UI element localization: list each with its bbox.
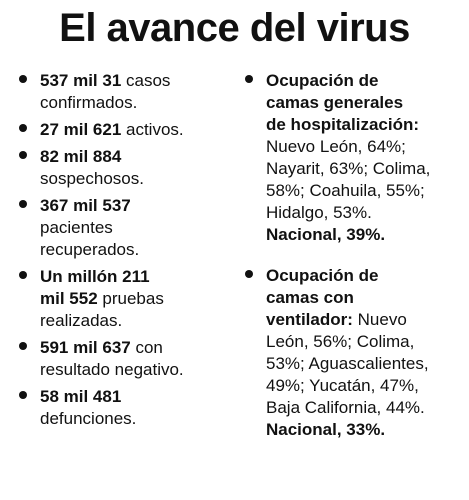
item-line: León, 56%; Colima,	[266, 331, 466, 353]
item-line: ventilador: Nuevo	[266, 309, 466, 331]
item-line: mil 552 pruebas	[40, 288, 236, 310]
item-line: 82 mil 884	[40, 146, 236, 168]
item-line: resultado negativo.	[40, 359, 236, 381]
item-figure: camas generales	[266, 93, 404, 112]
item-line: camas con	[266, 287, 466, 309]
item-text: 49%; Yucatán, 47%,	[266, 376, 419, 395]
bullet-item: 27 mil 621 activos.	[14, 119, 236, 141]
item-text: activos.	[121, 120, 184, 139]
item-line: de hospitalización:	[266, 114, 466, 136]
item-line: Nacional, 39%.	[266, 224, 466, 246]
bullet-item: 58 mil 481 defunciones.	[14, 386, 236, 430]
item-text: León, 56%; Colima,	[266, 332, 415, 351]
item-text: sospechosos.	[40, 169, 144, 188]
item-text: pruebas	[97, 289, 164, 308]
item-line: 367 mil 537	[40, 195, 236, 217]
item-text: casos	[121, 71, 171, 90]
bullet-item: Un millón 211 mil 552 pruebas realizadas.	[14, 266, 236, 332]
item-line: Baja California, 44%.	[266, 397, 466, 419]
item-line: Nayarit, 63%; Colima,	[266, 158, 466, 180]
item-figure: ventilador:	[266, 310, 353, 329]
item-line: 537 mil 31 casos	[40, 70, 236, 92]
item-line: 58%; Coahuila, 55%;	[266, 180, 466, 202]
right-column: Ocupación de camas generales de hospitaliz…	[240, 70, 466, 446]
item-line: defunciones.	[40, 408, 236, 430]
item-figure: 591 mil 637	[40, 338, 131, 357]
item-text: Nuevo León, 64%;	[266, 137, 406, 156]
item-line: confirmados.	[40, 92, 236, 114]
bullet-dot-icon	[19, 151, 27, 159]
item-text: 53%; Aguascalientes,	[266, 354, 429, 373]
bullet-dot-icon	[19, 271, 27, 279]
section-gap	[240, 251, 466, 265]
item-text: Hidalgo, 53%.	[266, 203, 372, 222]
item-figure: Un millón 211	[40, 267, 150, 286]
bullet-item: Ocupación de camas generales de hospitaliz…	[240, 70, 466, 246]
item-text: recuperados.	[40, 240, 140, 259]
item-figure: 367 mil 537	[40, 196, 131, 215]
bullet-item: 82 mil 884 sospechosos.	[14, 146, 236, 190]
bullet-dot-icon	[19, 391, 27, 399]
item-text: con	[130, 338, 163, 357]
item-line: Nacional, 33%.	[266, 419, 466, 441]
item-text: Nuevo	[352, 310, 407, 329]
item-text: Baja California, 44%.	[266, 398, 425, 417]
item-line: Un millón 211	[40, 266, 236, 288]
item-figure: Ocupación de	[266, 71, 379, 90]
item-line: Nuevo León, 64%;	[266, 136, 466, 158]
bullet-dot-icon	[19, 75, 27, 83]
item-figure: Nacional, 39%.	[266, 225, 386, 244]
item-text: Nayarit, 63%; Colima,	[266, 159, 431, 178]
left-column: 537 mil 31 casos confirmados. 27 mil 621 a…	[14, 70, 236, 435]
item-line: camas generales	[266, 92, 466, 114]
item-line: Hidalgo, 53%.	[266, 202, 466, 224]
item-figure: Nacional, 33%.	[266, 420, 386, 439]
bullet-dot-icon	[19, 200, 27, 208]
item-figure: 82 mil 884	[40, 147, 122, 166]
item-figure: camas con	[266, 288, 354, 307]
item-line: pacientes	[40, 217, 236, 239]
bullet-dot-icon	[19, 124, 27, 132]
item-line: 27 mil 621 activos.	[40, 119, 236, 141]
item-figure: de hospitalización:	[266, 115, 420, 134]
page-title: El avance del virus	[59, 6, 410, 50]
item-figure: 58 mil 481	[40, 387, 122, 406]
bullet-dot-icon	[19, 342, 27, 350]
item-line: 58 mil 481	[40, 386, 236, 408]
bullet-dot-icon	[245, 75, 253, 83]
item-text: pacientes	[40, 218, 113, 237]
item-line: recuperados.	[40, 239, 236, 261]
item-figure: 537 mil 31	[40, 71, 122, 90]
bullet-item: Ocupación de camas con ventilador: Nuevo Le…	[240, 265, 466, 441]
bullet-item: 537 mil 31 casos confirmados.	[14, 70, 236, 114]
item-text: defunciones.	[40, 409, 137, 428]
item-figure: 27 mil 621	[40, 120, 122, 139]
bullet-dot-icon	[245, 270, 253, 278]
item-figure: mil 552	[40, 289, 98, 308]
item-line: 53%; Aguascalientes,	[266, 353, 466, 375]
bullet-item: 591 mil 637 con resultado negativo.	[14, 337, 236, 381]
item-line: Ocupación de	[266, 265, 466, 287]
item-line: realizadas.	[40, 310, 236, 332]
item-text: confirmados.	[40, 93, 138, 112]
item-figure: Ocupación de	[266, 266, 379, 285]
bullet-item: 367 mil 537 pacientes recuperados.	[14, 195, 236, 261]
item-text: resultado negativo.	[40, 360, 184, 379]
item-line: 591 mil 637 con	[40, 337, 236, 359]
item-line: Ocupación de	[266, 70, 466, 92]
item-text: realizadas.	[40, 311, 123, 330]
item-line: 49%; Yucatán, 47%,	[266, 375, 466, 397]
item-text: 58%; Coahuila, 55%;	[266, 181, 425, 200]
item-line: sospechosos.	[40, 168, 236, 190]
